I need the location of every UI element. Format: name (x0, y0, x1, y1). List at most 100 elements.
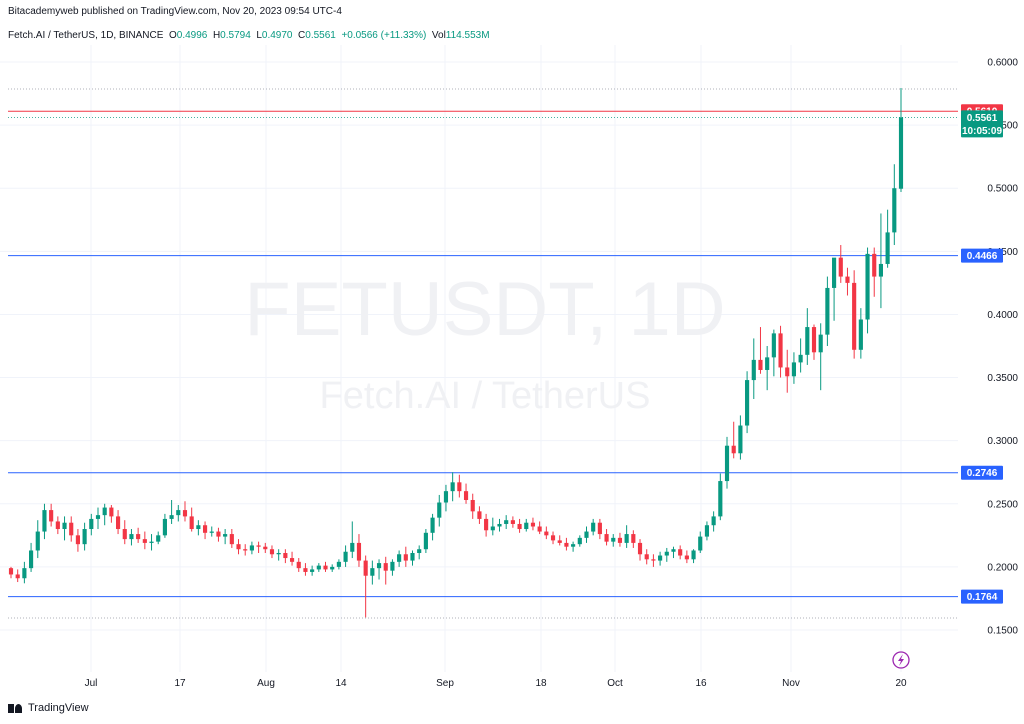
candle-body (296, 561, 301, 569)
candle-body (216, 531, 221, 537)
level-tag-bg (961, 589, 1003, 604)
candle-body (403, 554, 408, 561)
candle-body (8, 568, 14, 575)
low-label: L (256, 30, 262, 41)
time-tick-label: 17 (174, 678, 186, 689)
candle-body (229, 534, 234, 545)
time-tick-label: 20 (895, 678, 907, 689)
last-price-tag-bg (961, 110, 1003, 138)
candles (8, 88, 904, 618)
candle-body (477, 511, 482, 519)
candle-body (704, 525, 710, 537)
candle-body (310, 569, 315, 572)
candle-body (423, 532, 428, 550)
close-value: 0.5561 (305, 30, 336, 41)
candle-body (89, 518, 94, 530)
candle-body (617, 537, 623, 543)
candle-body (651, 559, 656, 561)
candle-body (236, 544, 241, 550)
candle-body (55, 521, 60, 530)
candle-body (276, 553, 281, 555)
candle-body (363, 560, 368, 576)
price-tick-label: 0.4000 (987, 310, 1018, 321)
candle-body (129, 534, 134, 540)
candle-body (591, 522, 596, 532)
change-value: +0.0566 (+11.33%) (341, 30, 427, 41)
publisher-info: Bitacademyweb published on TradingView.c… (8, 6, 342, 17)
candle-body (156, 535, 161, 542)
candle-body (698, 536, 703, 551)
candle-body (497, 523, 502, 527)
candle-body (898, 117, 904, 189)
candle-body (597, 522, 602, 535)
candle-body (724, 445, 730, 482)
candle-body (176, 510, 181, 516)
candle-body (537, 526, 542, 532)
price-tick-label: 0.2000 (987, 562, 1018, 573)
level-tag-bg (961, 248, 1003, 263)
candle-body (269, 549, 275, 555)
candle-body (470, 499, 475, 512)
time-tick-label: 14 (335, 678, 347, 689)
candle-body (751, 359, 756, 381)
brand-name: TradingView (28, 702, 89, 714)
time-tick-label: Sep (436, 678, 454, 689)
candle-body (109, 507, 114, 517)
horizontal-levels (8, 88, 958, 619)
tradingview-brand[interactable]: TradingView (8, 702, 89, 714)
price-tick-label: 0.3500 (987, 373, 1018, 384)
candle-body (430, 517, 435, 533)
watermark-ticker: FETUSDT, 1D (244, 267, 725, 352)
candle-body (29, 550, 34, 569)
candle-body (450, 482, 455, 492)
candle-body (62, 522, 67, 530)
candle-body (410, 553, 415, 561)
candle-body (611, 537, 616, 542)
candle-body (738, 425, 743, 454)
time-tick-label: 18 (535, 678, 547, 689)
candle-body (798, 354, 803, 363)
tradingview-logo-icon (8, 703, 22, 713)
candle-body (664, 551, 669, 556)
candle-body (330, 566, 335, 570)
time-tick-label: Nov (782, 678, 800, 689)
candle-body (530, 522, 536, 527)
candle-body (791, 362, 797, 377)
candle-body (832, 257, 837, 288)
candle-body (303, 568, 308, 572)
candle-body (343, 551, 348, 562)
candle-body (82, 529, 87, 545)
low-value: 0.4970 (261, 30, 293, 41)
candle-body (571, 544, 576, 547)
candle-body (550, 535, 556, 541)
candle-body (49, 510, 54, 522)
time-tick-label: Jul (85, 678, 98, 689)
candle-body (115, 516, 121, 530)
candle-body (718, 481, 723, 517)
candle-body (169, 515, 174, 519)
candle-body (557, 540, 562, 543)
volume-label: Vol (431, 30, 446, 41)
time-tick-label: Aug (257, 678, 275, 689)
candle-body (771, 333, 776, 358)
candle-body (136, 534, 141, 540)
candle-body (852, 282, 857, 350)
candle-body (845, 276, 850, 283)
candle-body (457, 482, 462, 492)
candle-body (631, 534, 636, 543)
candle-body (872, 253, 877, 277)
candle-body (417, 549, 422, 554)
time-axis[interactable]: Jul 17 Aug 14 Sep 18 Oct 16 Nov 20 (85, 678, 907, 689)
price-axis[interactable]: 0.60000.55000.50000.45000.40000.35000.30… (987, 58, 1018, 637)
candle-body (69, 522, 74, 536)
candle-body (758, 359, 763, 370)
lightning-icon[interactable] (892, 651, 910, 669)
candle-body (162, 518, 167, 536)
candle-body (102, 507, 107, 516)
candle-body (443, 491, 449, 503)
candle-body (818, 334, 823, 353)
price-tick-label: 0.5000 (987, 184, 1018, 195)
level-tag-text: 0.1764 (967, 592, 998, 603)
